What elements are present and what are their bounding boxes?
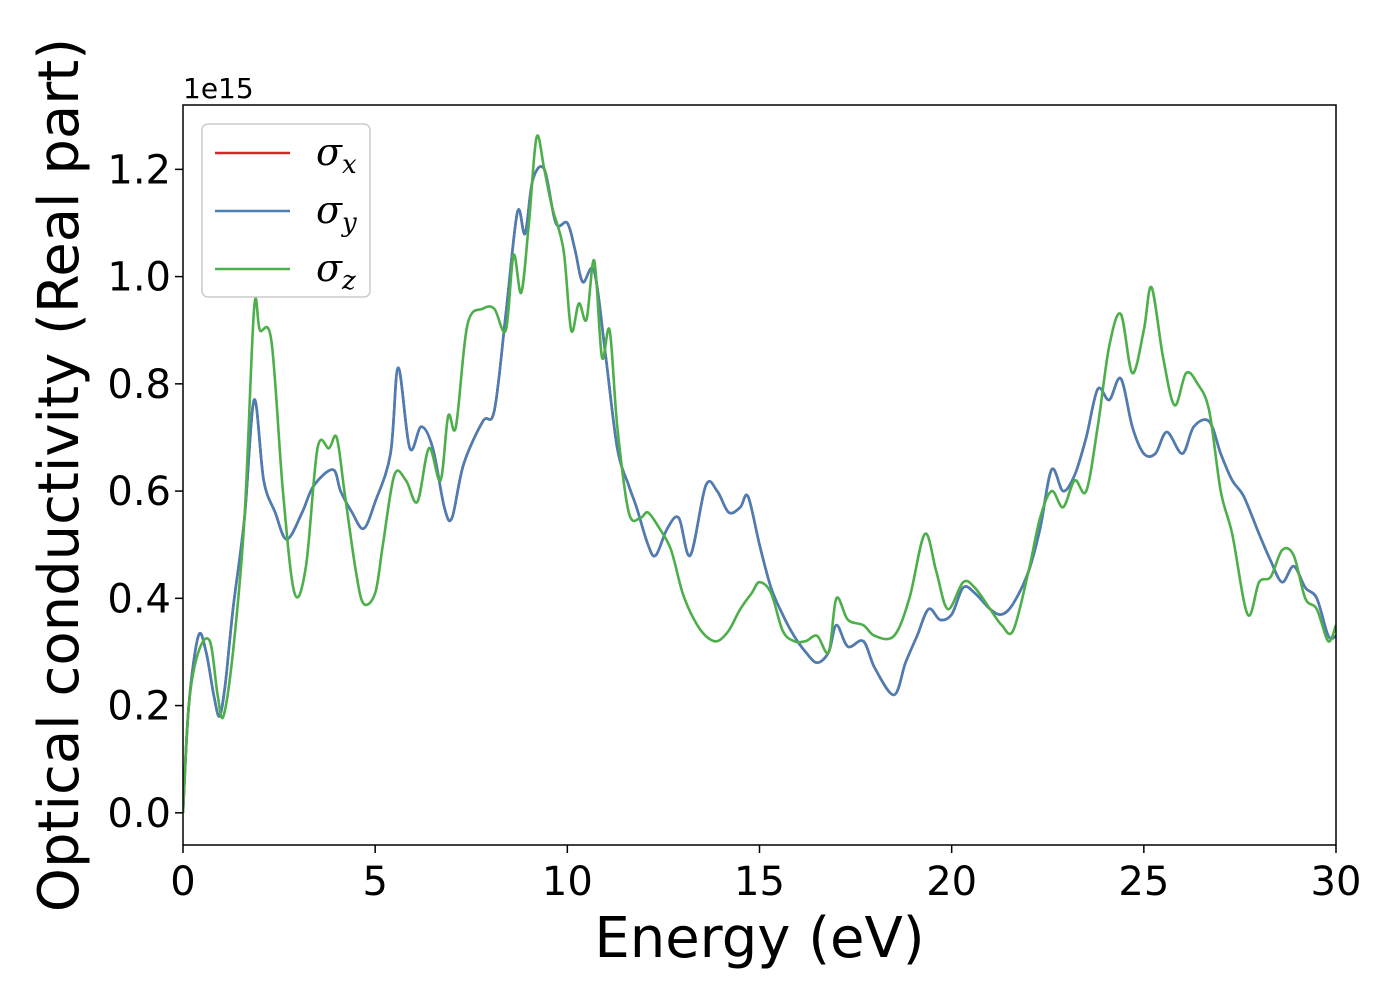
x-tick-label: 20 xyxy=(926,859,977,905)
y-tick-label: 0.0 xyxy=(107,791,171,837)
x-axis-label: Energy (eV) xyxy=(594,906,924,971)
x-tick-label: 0 xyxy=(170,859,195,905)
y-tick-label: 1.0 xyxy=(107,255,171,301)
series-layer xyxy=(183,134,1336,813)
legend-label-y: σy xyxy=(316,188,357,238)
legend: σx σy σz xyxy=(201,123,371,298)
x-axis: 0 5 10 15 20 25 30 xyxy=(170,845,1361,905)
legend-label-z: σz xyxy=(316,246,356,296)
y-axis-label: Optical conductivity (Real part) xyxy=(27,38,92,912)
y-tick-label: 0.6 xyxy=(107,469,171,515)
y-tick-label: 1.2 xyxy=(107,147,171,193)
y-tick-label: 0.4 xyxy=(107,576,171,622)
x-tick-label: 25 xyxy=(1118,859,1169,905)
legend-label-x: σx xyxy=(316,130,357,180)
x-tick-label: 30 xyxy=(1311,859,1362,905)
x-tick-label: 15 xyxy=(734,859,785,905)
x-tick-label: 10 xyxy=(542,859,593,905)
y-offset-label: 1e15 xyxy=(183,72,254,105)
y-tick-label: 0.8 xyxy=(107,362,171,408)
x-tick-label: 5 xyxy=(362,859,387,905)
y-axis: 0.0 0.2 0.4 0.6 0.8 1.0 1.2 xyxy=(107,147,183,837)
y-tick-label: 0.2 xyxy=(107,684,171,730)
series-line-y xyxy=(183,165,1336,813)
series-line-z xyxy=(183,134,1336,813)
